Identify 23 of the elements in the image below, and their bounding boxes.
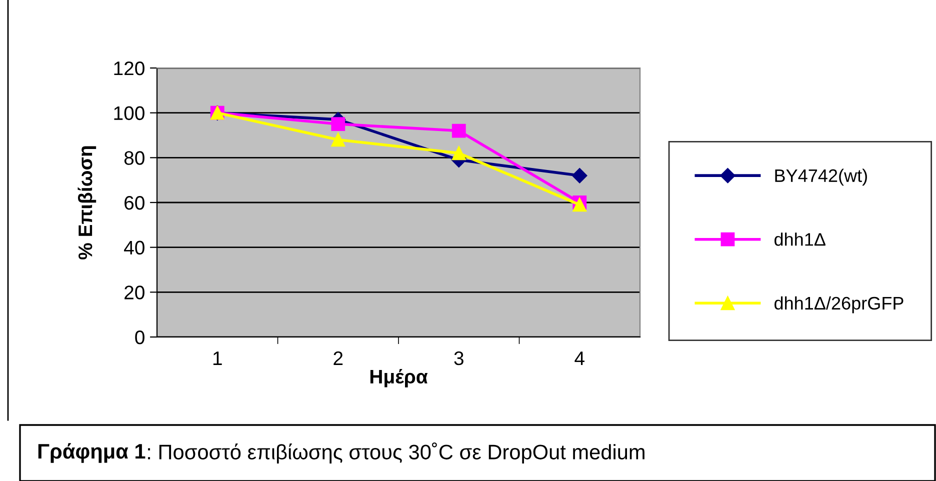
legend-label: dhh1Δ bbox=[774, 232, 826, 246]
y-tick-label: 100 bbox=[114, 106, 144, 120]
y-tick-label: 120 bbox=[114, 61, 144, 76]
point bbox=[452, 124, 466, 138]
x-axis-title: Ημέρα bbox=[370, 369, 428, 388]
y-tick-label: 60 bbox=[124, 196, 144, 210]
point bbox=[331, 132, 346, 147]
legend-label: BY4742(wt) bbox=[775, 168, 867, 186]
point bbox=[572, 198, 587, 212]
x-tick-label: 4 bbox=[574, 352, 584, 365]
point bbox=[572, 168, 588, 184]
y-tick-label: 0 bbox=[135, 330, 144, 344]
x-tick-label: 3 bbox=[454, 351, 464, 366]
text: Γράφημα 1: Ποσοστό επιβίωσης στους 30˚C σε DropOut medium bbox=[38, 442, 644, 464]
y-axis-title: % Επιβίωση bbox=[78, 146, 96, 260]
point bbox=[452, 146, 466, 160]
y-tick-label: 40 bbox=[124, 240, 144, 255]
y-tick-label: 20 bbox=[124, 286, 144, 300]
point bbox=[331, 117, 346, 131]
x-tick-label: 1 bbox=[213, 352, 222, 365]
legend-label: dhh1Δ/26prGFP bbox=[774, 296, 904, 314]
y-tick-label: 80 bbox=[124, 151, 144, 165]
x-tick-label: 2 bbox=[334, 351, 343, 365]
